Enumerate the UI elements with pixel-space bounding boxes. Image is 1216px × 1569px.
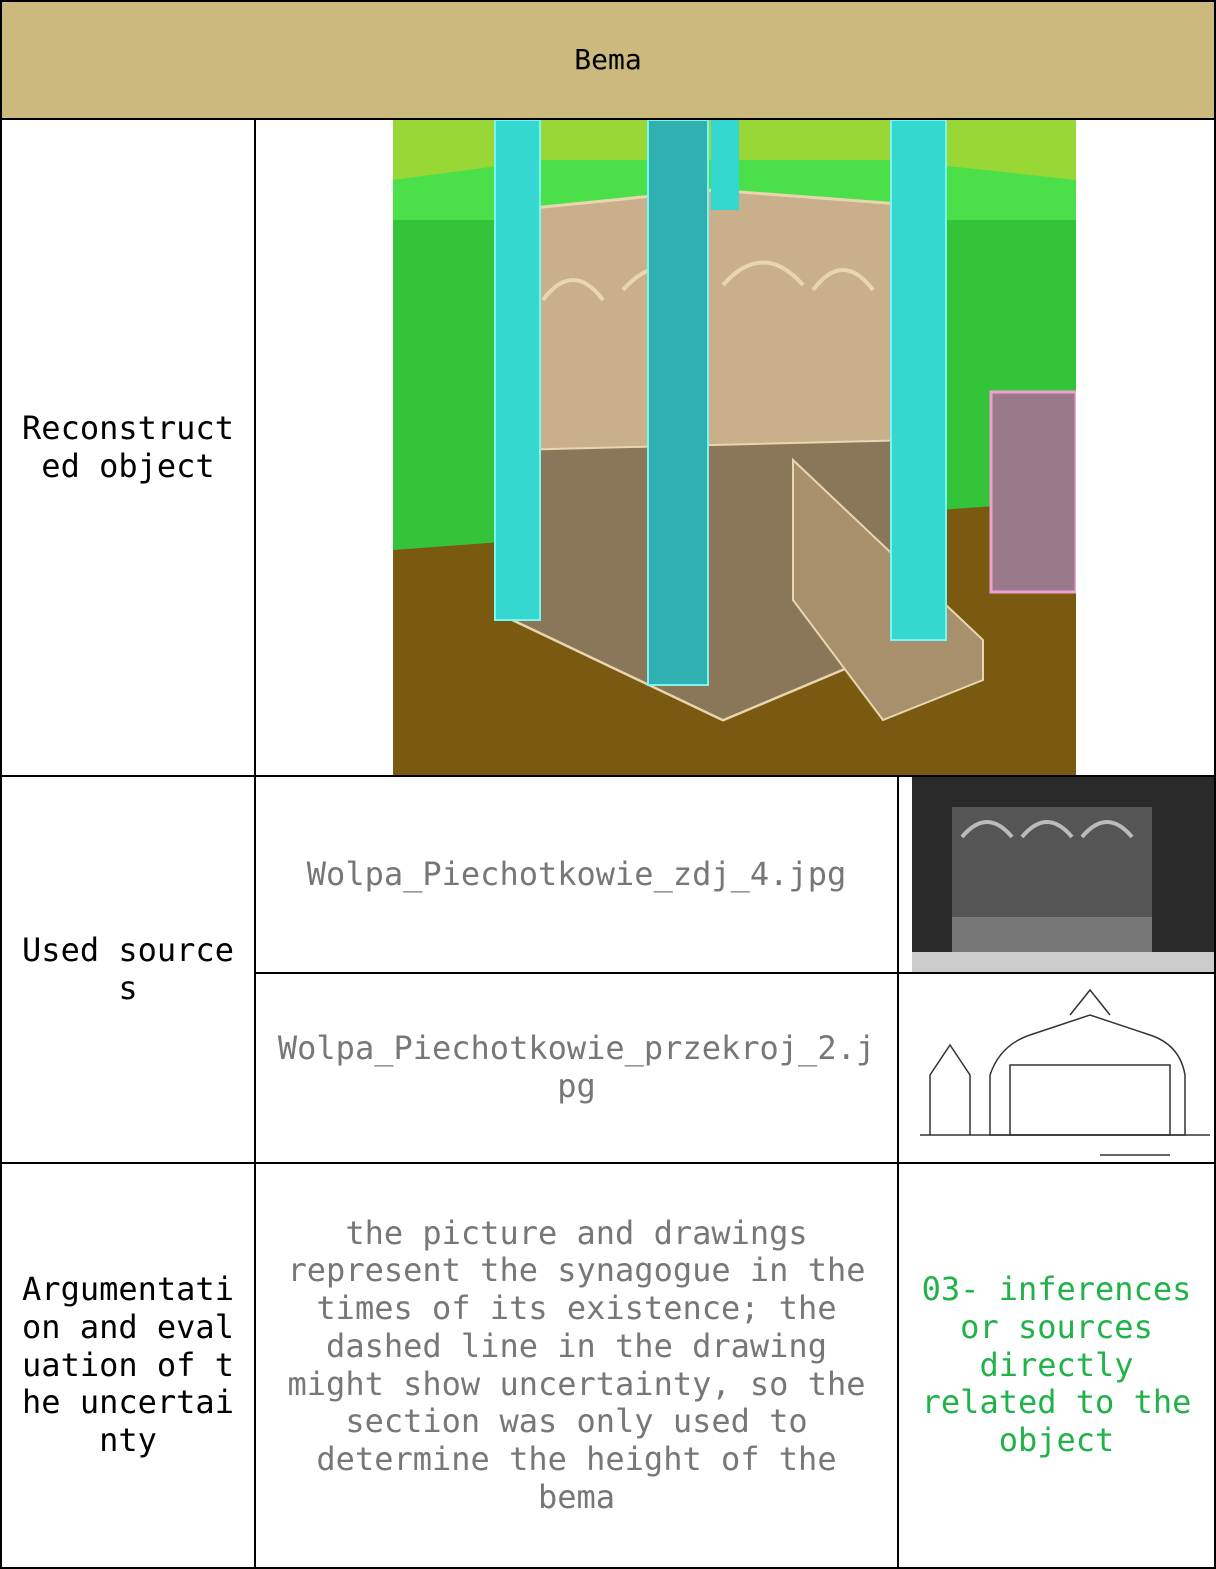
source-cell: Wolpa_Piechotkowie_przekroj_2.jpg <box>254 972 899 1164</box>
header: Bema <box>0 0 1216 120</box>
title: Bema <box>574 43 642 77</box>
label-cell: Reconstructed object <box>0 118 256 777</box>
level-cell: 03- inferences or sources directly relat… <box>897 1162 1216 1569</box>
row-label: Used sources <box>22 930 234 1007</box>
argument-cell: the picture and drawings represent the s… <box>254 1162 899 1569</box>
row-label: Reconstructed object <box>22 408 234 485</box>
source-cell: Wolpa_Piechotkowie_zdj_4.jpg <box>254 775 899 974</box>
source-file: Wolpa_Piechotkowie_przekroj_2.jpg <box>277 1029 876 1105</box>
label-cell: Used sources <box>0 775 256 1164</box>
render-image <box>393 120 1076 775</box>
photo-thumbnail <box>912 777 1214 972</box>
source-file: Wolpa_Piechotkowie_zdj_4.jpg <box>306 854 847 893</box>
label-cell: Argumentation and evaluation of the unce… <box>0 1162 256 1569</box>
argument-text: the picture and drawings represent the s… <box>287 1213 866 1516</box>
row-label: Argumentation and evaluation of the unce… <box>22 1270 234 1460</box>
uncertainty-level: 03- inferences or sources directly relat… <box>921 1270 1192 1460</box>
drawing-thumbnail <box>920 988 1210 1156</box>
